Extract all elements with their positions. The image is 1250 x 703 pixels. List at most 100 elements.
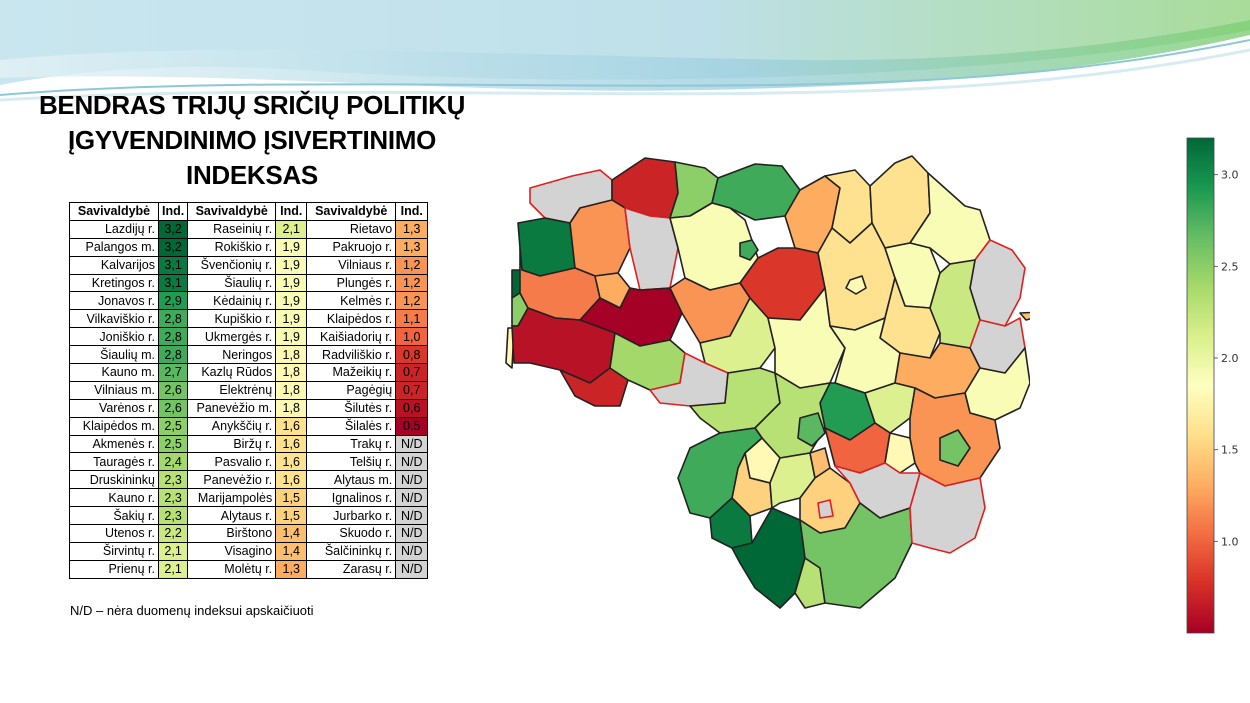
table-row: Kauno r. 2,3 Marijampolės 1,5 Ignalinos r. N/… [69, 488, 429, 508]
municipality-name: Plungės r. [306, 273, 397, 293]
index-value: 1,5 [275, 506, 308, 526]
colorbar-tick-label: 2.5 [1221, 260, 1239, 273]
municipality-name: Kretingos r. [69, 273, 159, 293]
index-value: 3,2 [157, 237, 189, 257]
municipality-name: Švenčionių r. [187, 255, 277, 275]
municipality-name: Telšių r. [306, 452, 397, 472]
municipality-name: Jurbarko r. [306, 506, 397, 526]
footnote: N/D – nėra duomenų indeksui apskaičiuoti [70, 603, 314, 618]
map-region [1019, 311, 1030, 321]
title-line-3: INDEKSAS [186, 160, 318, 190]
municipality-name: Kelmės r. [306, 291, 397, 311]
index-value: N/D [395, 470, 429, 490]
municipality-name: Tauragės r. [69, 452, 159, 472]
municipality-name: Joniškio r. [69, 327, 159, 347]
municipality-name: Druskininkų [69, 470, 159, 490]
map-region [517, 217, 576, 277]
municipality-name: Kazlų Rūdos [187, 363, 277, 382]
colorbar-tick-label: 1.0 [1221, 535, 1239, 548]
table-row: Klaipėdos m. 2,5 Anykščių r. 1,6 Šilalės r. 0… [69, 416, 429, 436]
municipality-name: Molėtų r. [187, 559, 277, 579]
index-value: 2,3 [157, 470, 189, 490]
colorbar: 3.0 2.5 2.0 1.5 1.0 [1186, 137, 1239, 634]
municipality-name: Šiaulių r. [187, 273, 277, 293]
index-value: 0,7 [395, 363, 429, 382]
index-value: 1,4 [275, 524, 308, 543]
map-region [845, 275, 867, 295]
municipality-name: Šalčininkų r. [306, 541, 397, 561]
municipality-name: Kupiškio r. [187, 309, 277, 329]
municipality-name: Šakių r. [69, 506, 159, 526]
index-value: 2,8 [157, 345, 189, 365]
index-value: 0,6 [395, 398, 429, 418]
index-value: 2,8 [157, 309, 189, 329]
choropleth-map [505, 155, 1030, 609]
table-row: Utenos r. 2,2 Birštono 1,4 Skuodo r. N/D [69, 524, 429, 543]
municipality-name: Ignalinos r. [306, 488, 397, 508]
index-value: 1,9 [275, 237, 308, 257]
table-row: Prienų r. 2,1 Molėtų r. 1,3 Zarasų r. N/D [69, 559, 429, 579]
index-value: 1,2 [395, 273, 429, 293]
municipality-name: Birštono [187, 524, 277, 543]
municipality-name: Alytaus m. [306, 470, 397, 490]
index-value: 2,3 [157, 506, 189, 526]
municipality-name: Pakruojo r. [306, 237, 397, 257]
map-region [939, 429, 971, 467]
index-value: 1,1 [395, 309, 429, 329]
header-municipality-1: Savivaldybė [69, 202, 159, 221]
index-value: 1,9 [275, 309, 308, 329]
table-row: Kalvarijos 3,1 Švenčionių r. 1,9 Vilniaus r.… [69, 255, 429, 275]
index-value: N/D [395, 434, 429, 454]
municipality-name: Kauno m. [69, 363, 159, 382]
header-municipality-3: Savivaldybė [306, 202, 397, 221]
municipality-name: Panevėžio r. [187, 470, 277, 490]
colorbar-tick-label: 3.0 [1221, 169, 1239, 182]
index-value: 1,8 [275, 345, 308, 365]
municipality-name: Kaišiadorių r. [306, 327, 397, 347]
table-row: Tauragės r. 2,4 Pasvalio r. 1,6 Telšių r. N/D [69, 452, 429, 472]
map-region [797, 412, 826, 447]
municipality-name: Pagėgių [306, 380, 397, 400]
header-banner [0, 0, 1250, 102]
table-row: Jonavos r. 2,9 Kėdainių r. 1,9 Kelmės r. 1,2 [69, 291, 429, 311]
index-value: 3,1 [157, 255, 189, 275]
map-region [569, 199, 631, 277]
index-value: 2,6 [157, 398, 189, 418]
municipality-name: Širvintų r. [69, 541, 159, 561]
municipality-name: Elektrėnų [187, 380, 277, 400]
municipality-name: Skuodo r. [306, 524, 397, 543]
index-value: 0,8 [395, 345, 429, 365]
municipality-name: Ukmergės r. [187, 327, 277, 347]
index-value: 2,6 [157, 380, 189, 400]
index-value: 3,2 [157, 219, 189, 239]
municipality-name: Pasvalio r. [187, 452, 277, 472]
municipality-name: Palangos m. [69, 237, 159, 257]
table-row: Kauno m. 2,7 Kazlų Rūdos 1,8 Mažeikių r. 0,7 [69, 363, 429, 382]
municipality-name: Rokiškio r. [187, 237, 277, 257]
table-row: Kretingos r. 3,1 Šiaulių r. 1,9 Plungės r. 1,… [69, 273, 429, 293]
table-row: Širvintų r. 2,1 Visagino 1,4 Šalčininkų r. N/… [69, 541, 429, 561]
index-value: 1,6 [275, 452, 308, 472]
index-value: 1,2 [395, 291, 429, 311]
index-value: 2,5 [157, 434, 189, 454]
header-index-3: Ind. [395, 202, 429, 221]
municipality-name: Vilkaviškio r. [69, 309, 159, 329]
header-index-1: Ind. [157, 202, 189, 221]
map-region [799, 502, 913, 609]
municipality-name: Vilniaus m. [69, 380, 159, 400]
municipality-name: Neringos [187, 345, 277, 365]
colorbar-gradient [1186, 137, 1215, 634]
colorbar-tick-label: 2.0 [1221, 352, 1239, 365]
index-table: Savivaldybė Ind. Savivaldybė Ind. Saviva… [69, 202, 429, 579]
municipality-name: Panevėžio m. [187, 398, 277, 418]
municipality-name: Kalvarijos [69, 255, 159, 275]
index-value: N/D [395, 452, 429, 472]
table-row: Palangos m. 3,2 Rokiškio r. 1,9 Pakruojo r. 1… [69, 237, 429, 257]
map-region [817, 499, 834, 519]
table-row: Varėnos r. 2,6 Panevėžio m. 1,8 Šilutės r. 0,… [69, 398, 429, 418]
table-header-row: Savivaldybė Ind. Savivaldybė Ind. Saviva… [69, 202, 429, 221]
municipality-name: Rietavo [306, 219, 397, 239]
title-line-2: ĮGYVENDINIMO ĮSIVERTINIMO [67, 125, 437, 155]
map-region [909, 472, 986, 554]
index-value: 1,9 [275, 327, 308, 347]
